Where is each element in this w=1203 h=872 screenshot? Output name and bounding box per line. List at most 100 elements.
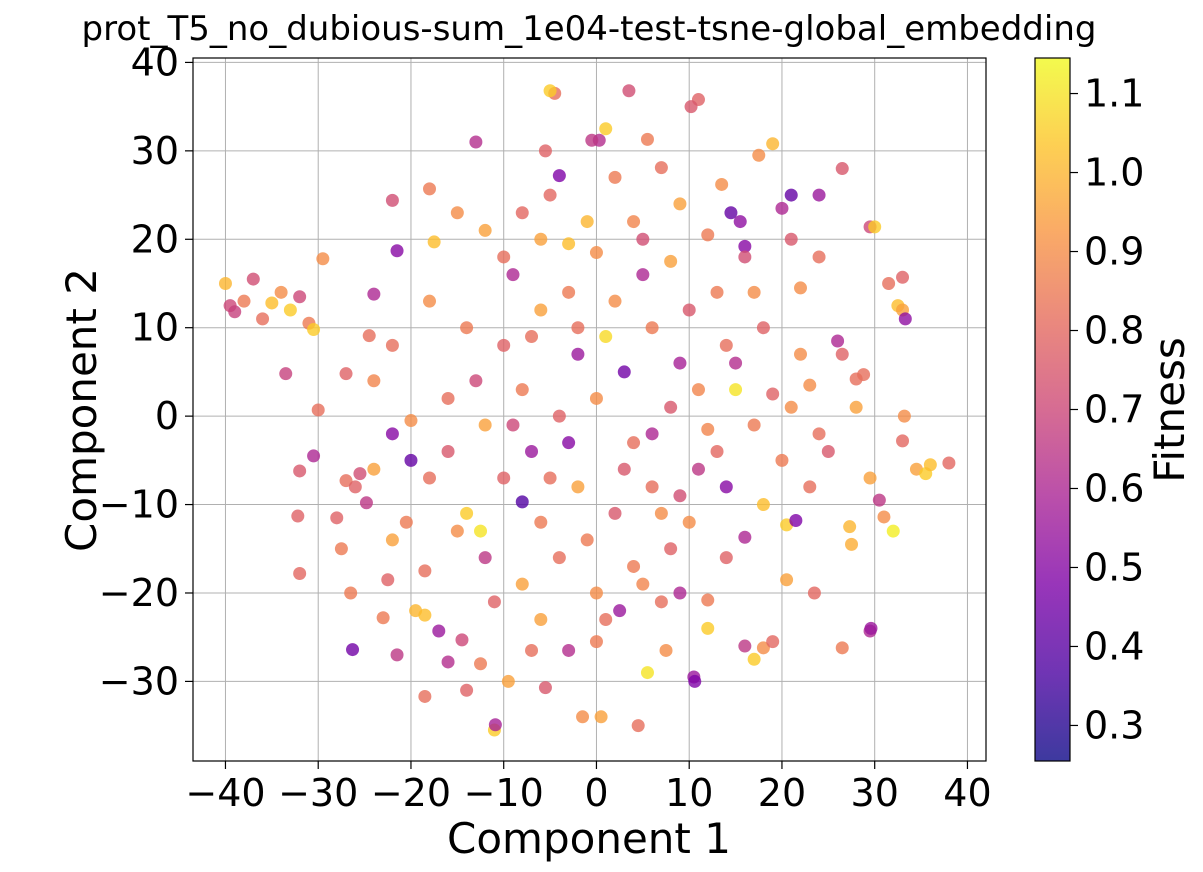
data-point-81: [882, 276, 896, 290]
data-point-59: [756, 641, 770, 655]
data-point-155: [608, 294, 622, 308]
data-point-150: [423, 294, 437, 308]
data-point-103: [585, 133, 599, 147]
data-point-133: [812, 427, 826, 441]
colorbar-tick-label-1: 0.4: [1084, 624, 1144, 668]
data-point-42: [525, 643, 539, 657]
data-point-226: [821, 445, 835, 459]
grid-lines: [193, 58, 986, 761]
data-point-136: [729, 383, 743, 397]
data-point-35: [455, 633, 469, 647]
data-point-100: [640, 132, 654, 146]
data-point-222: [673, 489, 687, 503]
x-tick-label-1: −30: [278, 771, 358, 815]
data-point-125: [701, 228, 715, 242]
data-point-158: [719, 338, 733, 352]
data-point-227: [803, 480, 817, 494]
data-point-120: [534, 232, 548, 246]
data-point-174: [423, 471, 437, 485]
data-point-61: [780, 573, 794, 587]
data-point-209: [525, 330, 539, 344]
data-point-181: [627, 559, 641, 573]
data-point-26: [376, 611, 390, 625]
data-point-142: [515, 383, 529, 397]
data-point-191: [571, 347, 585, 361]
data-point-55: [701, 593, 715, 607]
data-point-185: [450, 524, 464, 538]
data-point-204: [580, 215, 594, 229]
data-point-72: [897, 409, 911, 423]
data-point-106: [543, 84, 557, 98]
data-point-134: [803, 378, 817, 392]
data-point-164: [738, 530, 752, 544]
data-point-45: [576, 710, 590, 724]
data-point-196: [691, 462, 705, 476]
data-point-188: [348, 480, 362, 494]
data-point-212: [645, 427, 659, 441]
data-point-201: [608, 170, 622, 184]
data-point-99: [654, 161, 668, 175]
data-point-48: [613, 604, 627, 618]
colorbar-tick-label-6: 0.9: [1084, 230, 1144, 274]
data-point-199: [654, 595, 668, 609]
data-point-107: [538, 144, 552, 158]
data-point-17: [293, 567, 307, 581]
data-point-95: [738, 239, 752, 253]
data-point-217: [580, 533, 594, 547]
y-tick-label-0: −30: [99, 659, 179, 703]
data-point-0: [218, 276, 232, 290]
data-point-175: [404, 453, 418, 467]
data-point-139: [627, 436, 641, 450]
colorbar-tick-label-7: 1.0: [1084, 151, 1144, 195]
y-tick-label-5: 20: [131, 217, 179, 261]
data-point-23: [353, 467, 367, 481]
data-point-11: [307, 322, 321, 336]
data-point-173: [460, 506, 474, 520]
data-point-143: [478, 418, 492, 432]
data-point-157: [682, 303, 696, 317]
data-point-179: [552, 551, 566, 565]
data-point-88: [775, 201, 789, 215]
data-point-12: [279, 367, 293, 381]
data-point-57: [738, 639, 752, 653]
x-tick-label-5: 10: [665, 771, 713, 815]
data-point-178: [515, 577, 529, 591]
data-point-119: [515, 206, 529, 220]
data-point-168: [645, 480, 659, 494]
data-point-104: [599, 122, 613, 136]
data-point-67: [843, 520, 857, 534]
data-point-56: [719, 551, 733, 565]
colorbar-tick-label-2: 0.5: [1084, 545, 1144, 589]
x-ticks: −40 −30 −20 −10 0 10 20 30 40: [185, 761, 992, 815]
data-point-86: [835, 162, 849, 176]
data-point-197: [506, 268, 520, 282]
data-point-82: [896, 270, 910, 284]
data-point-200: [543, 188, 557, 202]
x-axis-label: Component 1: [447, 814, 731, 863]
data-point-13: [311, 403, 325, 417]
data-point-85: [868, 220, 882, 234]
data-point-215: [617, 462, 631, 476]
data-point-147: [367, 374, 381, 388]
data-point-69: [877, 510, 891, 524]
data-point-33: [432, 624, 446, 638]
data-point-37: [474, 657, 488, 671]
data-point-44: [562, 643, 576, 657]
data-point-9: [293, 290, 307, 304]
data-point-19: [334, 542, 348, 556]
x-tick-label-4: 0: [584, 771, 608, 815]
data-point-20: [339, 474, 353, 488]
data-point-210: [599, 330, 613, 344]
data-point-127: [812, 250, 826, 264]
data-points: [218, 84, 956, 737]
data-point-130: [835, 347, 849, 361]
data-point-52: [673, 586, 687, 600]
data-point-223: [710, 445, 724, 459]
data-point-131: [849, 372, 863, 386]
data-point-62: [807, 586, 821, 600]
data-point-4: [246, 272, 260, 286]
data-point-161: [775, 453, 789, 467]
data-point-124: [664, 254, 678, 268]
data-point-36: [460, 683, 474, 697]
data-point-167: [682, 515, 696, 529]
